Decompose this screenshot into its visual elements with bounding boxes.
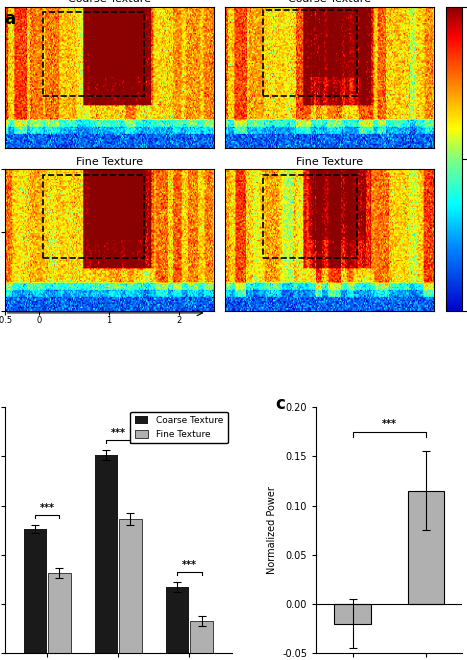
Text: a: a — [5, 10, 16, 28]
Bar — [95, 455, 118, 653]
Bar — [190, 621, 213, 653]
Y-axis label: Normalized Power: Normalized Power — [267, 486, 276, 574]
Title: Coarse Texture: Coarse Texture — [288, 0, 371, 5]
Bar — [334, 604, 371, 624]
Title: Coarse Texture: Coarse Texture — [68, 0, 151, 5]
Bar — [166, 587, 189, 653]
Bar — [263, 10, 357, 96]
Title: Fine Texture: Fine Texture — [76, 157, 143, 167]
Bar — [43, 12, 144, 96]
Text: ***: *** — [40, 503, 55, 513]
Bar — [408, 491, 444, 604]
Text: ***: *** — [182, 560, 197, 570]
Text: ***: *** — [382, 419, 397, 429]
Bar — [119, 519, 142, 653]
Legend: Coarse Texture, Fine Texture: Coarse Texture, Fine Texture — [130, 412, 227, 444]
Text: c: c — [275, 395, 285, 412]
Bar — [43, 174, 144, 259]
Text: ***: *** — [111, 428, 126, 438]
Title: Fine Texture: Fine Texture — [296, 157, 363, 167]
Bar — [48, 574, 71, 653]
Bar — [263, 174, 357, 259]
Bar — [24, 529, 47, 653]
